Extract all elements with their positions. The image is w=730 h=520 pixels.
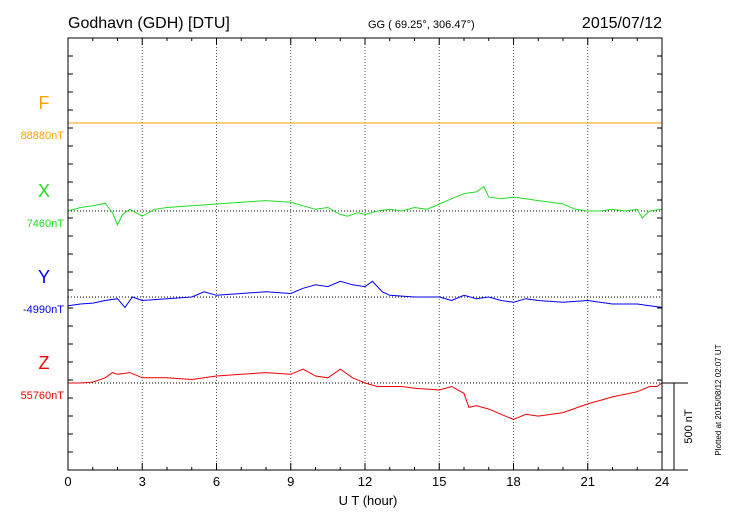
scale-bar: 500 nT [662,382,695,471]
series-lines [67,122,663,421]
x-tick-label-24: 24 [655,474,669,489]
x-tick-label-15: 15 [432,474,446,489]
date-label: 2015/07/12 [582,15,662,32]
station-coords: GG ( 69.25°, 306.47°) [368,19,475,31]
x-tick-label-12: 12 [358,474,372,489]
x-tick-label-0: 0 [64,474,71,489]
series-baseline-label-Y: -4990nT [23,304,64,316]
grid [141,38,589,470]
series-labels: F 88880nT X 7460nT Y -4990nT Z 55760nT [21,93,65,402]
x-axis-label: U T (hour) [339,493,398,508]
x-tick-label-6: 6 [213,474,220,489]
series-baseline-label-X: 7460nT [27,218,65,230]
series-name-X: X [38,181,50,201]
plotted-timestamp: Plotted at 2015/08/12 02:07 UT [714,344,723,455]
scale-bar-label: 500 nT [683,409,695,444]
series-line-Y [67,280,663,309]
x-ticks: 0 3 6 9 12 15 18 21 24 [64,38,669,489]
x-tick-label-9: 9 [287,474,294,489]
series-line-X [67,185,663,227]
series-name-Y: Y [38,267,50,287]
x-tick-label-18: 18 [506,474,520,489]
series-baseline-label-Z: 55760nT [21,390,65,402]
series-baseline-label-F: 88880nT [21,130,65,142]
station-title: Godhavn (GDH) [DTU] [68,15,230,32]
x-tick-label-3: 3 [139,474,146,489]
x-tick-label-21: 21 [581,474,595,489]
series-name-Z: Z [39,353,50,373]
series-line-Z [68,368,663,421]
series-name-F: F [39,93,50,113]
